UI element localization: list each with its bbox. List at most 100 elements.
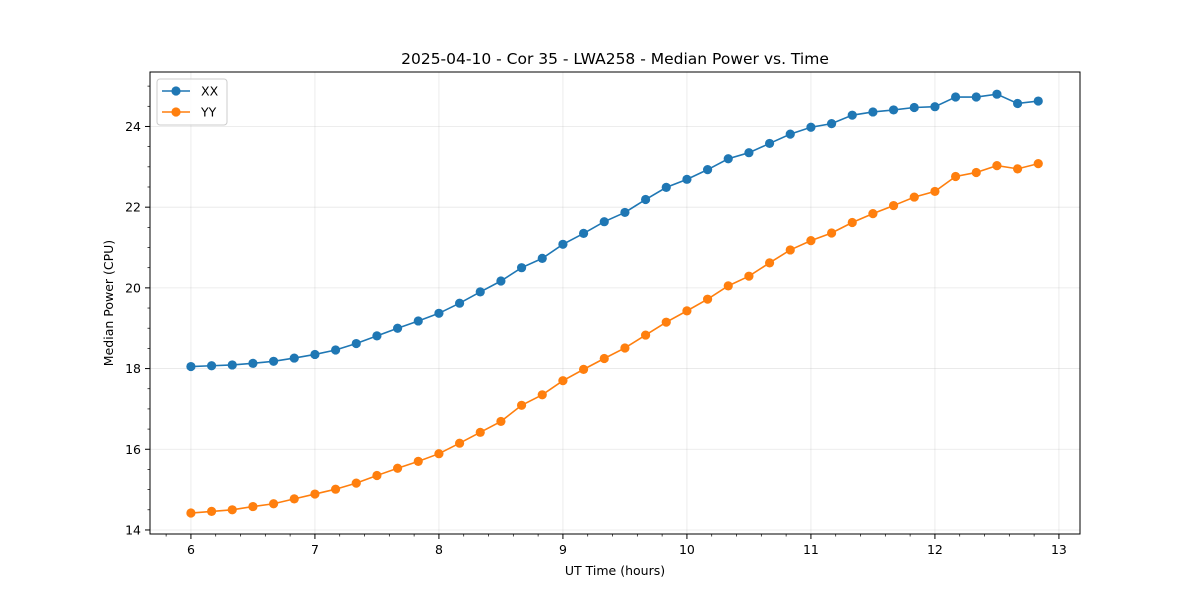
data-point-yy xyxy=(888,200,899,211)
data-point-xx xyxy=(930,102,940,112)
x-tick-label: 9 xyxy=(559,542,567,557)
data-point-yy xyxy=(434,449,444,459)
series-layer xyxy=(186,89,1043,518)
data-point-yy xyxy=(248,501,258,512)
data-point-xx xyxy=(351,338,361,349)
data-point-xx xyxy=(661,182,671,192)
data-point-xx xyxy=(723,154,733,164)
x-tick-label: 10 xyxy=(679,542,695,557)
data-point-yy xyxy=(558,376,568,386)
data-point-xx xyxy=(496,276,506,286)
data-point-yy xyxy=(413,456,423,466)
data-point-xx xyxy=(950,92,961,102)
data-point-xx xyxy=(847,110,857,120)
data-point-yy xyxy=(392,463,403,473)
data-point-xx xyxy=(702,165,713,175)
y-tick-label: 20 xyxy=(125,280,141,295)
data-point-yy xyxy=(289,494,299,504)
data-point-yy xyxy=(992,161,1002,171)
y-tick-label: 22 xyxy=(125,200,141,215)
grid xyxy=(150,72,1080,534)
data-point-yy xyxy=(454,438,465,448)
plot-area-frame xyxy=(149,71,1081,535)
data-point-yy xyxy=(640,330,651,340)
data-point-xx xyxy=(1033,96,1043,106)
data-point-xx xyxy=(372,331,382,341)
data-point-yy xyxy=(661,317,671,327)
x-tick-label: 6 xyxy=(187,542,195,557)
y-axis: 14 16 18 20 22 24 xyxy=(125,85,150,537)
y-tick-label: 24 xyxy=(125,119,141,134)
data-point-yy xyxy=(537,390,547,400)
data-point-yy xyxy=(702,294,713,304)
data-point-xx xyxy=(289,353,299,363)
y-tick-label: 18 xyxy=(125,361,141,376)
data-point-xx xyxy=(330,345,341,355)
data-point-yy xyxy=(268,499,279,509)
data-point-yy xyxy=(227,505,237,515)
data-point-yy xyxy=(868,209,878,219)
data-point-xx xyxy=(537,253,547,264)
data-point-yy xyxy=(206,506,217,516)
data-point-xx xyxy=(992,89,1002,99)
data-point-yy xyxy=(372,470,382,481)
data-point-xx xyxy=(764,138,775,149)
data-point-yy xyxy=(1012,164,1023,174)
data-point-xx xyxy=(227,360,237,370)
data-point-xx xyxy=(868,107,878,117)
data-point-yy xyxy=(826,228,837,238)
data-point-yy xyxy=(806,236,816,246)
x-tick-label: 8 xyxy=(435,542,443,557)
data-point-yy xyxy=(971,167,981,178)
data-point-xx xyxy=(806,122,816,132)
data-point-yy xyxy=(620,343,630,353)
data-point-yy xyxy=(950,171,961,182)
x-tick-label: 11 xyxy=(803,542,819,557)
data-point-xx xyxy=(206,361,217,371)
y-tick-label: 16 xyxy=(125,442,141,457)
data-point-yy xyxy=(723,281,733,291)
data-point-yy xyxy=(516,400,527,410)
data-point-xx xyxy=(682,174,692,184)
data-point-xx xyxy=(248,358,258,368)
y-tick-label: 14 xyxy=(125,522,141,537)
data-point-yy xyxy=(744,271,754,281)
data-point-xx xyxy=(640,194,651,205)
legend-marker-yy xyxy=(171,107,181,117)
data-point-yy xyxy=(785,245,795,255)
data-point-xx xyxy=(413,316,423,326)
data-point-yy xyxy=(930,186,940,197)
data-point-yy xyxy=(764,258,775,268)
data-point-yy xyxy=(330,484,341,494)
data-point-xx xyxy=(888,105,899,115)
data-point-yy xyxy=(186,508,196,518)
data-point-xx xyxy=(310,349,320,360)
data-point-yy xyxy=(682,306,692,316)
data-point-yy xyxy=(496,416,506,427)
data-point-yy xyxy=(599,353,609,364)
data-point-yy xyxy=(351,478,361,488)
data-point-xx xyxy=(516,263,527,273)
chart-title: 2025-04-10 - Cor 35 - LWA258 - Median Po… xyxy=(401,50,829,68)
data-point-xx xyxy=(909,102,919,113)
y-axis-label: Median Power (CPU) xyxy=(101,240,116,366)
data-point-xx xyxy=(620,207,630,218)
x-axis-label: UT Time (hours) xyxy=(565,563,665,578)
data-point-xx xyxy=(186,361,196,372)
data-point-yy xyxy=(909,192,919,202)
legend-label-yy: YY xyxy=(200,105,217,120)
data-point-xx xyxy=(1012,98,1023,109)
data-point-yy xyxy=(310,489,320,499)
data-point-yy xyxy=(1033,158,1043,169)
data-point-xx xyxy=(578,228,589,238)
x-tick-label: 7 xyxy=(311,542,319,557)
x-tick-label: 12 xyxy=(927,542,943,557)
data-point-xx xyxy=(268,356,279,366)
data-point-xx xyxy=(826,119,837,129)
data-point-xx xyxy=(744,148,754,158)
data-point-xx xyxy=(454,298,465,308)
data-point-xx xyxy=(599,217,609,227)
legend: XX YY xyxy=(156,78,228,126)
data-point-xx xyxy=(475,287,485,297)
